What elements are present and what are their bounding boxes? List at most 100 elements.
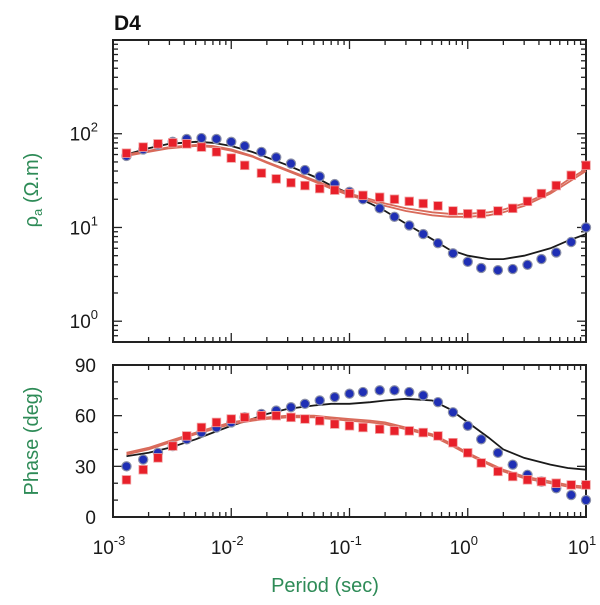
data-point-circle <box>507 459 518 470</box>
data-point-square <box>508 203 518 214</box>
data-point-circle <box>404 386 415 398</box>
data-point-square <box>581 480 591 490</box>
data-point-circle <box>462 256 473 268</box>
data-point-square <box>433 431 443 441</box>
data-point-square <box>121 475 132 485</box>
data-point-circle <box>299 398 311 410</box>
data-point-circle <box>121 461 132 472</box>
data-point-square <box>463 209 473 219</box>
period-x-axis-label: Period (sec) <box>271 575 379 597</box>
data-point-circle <box>404 220 415 231</box>
data-point-square <box>330 185 340 195</box>
resistivity-axis-ticks <box>112 40 587 343</box>
data-point-circle <box>137 454 149 465</box>
data-point-square <box>211 417 222 428</box>
data-point-square <box>493 206 503 216</box>
phase-y-tick-labels: 0 30 60 90 <box>75 356 96 529</box>
data-point-square <box>536 476 547 487</box>
data-point-square <box>271 174 281 184</box>
model-curve <box>126 397 587 471</box>
data-point-square <box>389 194 400 204</box>
data-point-circle <box>580 494 592 506</box>
data-point-square <box>476 209 486 219</box>
model-curve <box>126 414 587 488</box>
data-point-square <box>404 426 414 436</box>
data-point-square <box>196 422 207 433</box>
data-point-circle <box>226 136 237 148</box>
data-point-square <box>330 419 340 429</box>
panel-title: D4 <box>114 12 141 35</box>
y-tick-label: 30 <box>75 457 96 478</box>
period-x-tick-labels: 10-3 10-2 10-1 100 101 <box>93 533 597 559</box>
data-point-square <box>286 412 296 423</box>
data-point-circle <box>374 203 385 214</box>
data-point-square <box>581 160 591 171</box>
model-curve <box>126 140 587 260</box>
data-point-square <box>522 475 533 485</box>
data-point-square <box>433 201 443 211</box>
resistivity-y-axis-label: ρa (Ω.m) <box>21 153 45 228</box>
data-point-square <box>226 414 236 424</box>
data-point-square <box>358 422 368 433</box>
data-point-circle <box>447 248 459 259</box>
data-point-circle <box>417 228 429 240</box>
data-point-square <box>286 178 296 188</box>
data-point-circle <box>476 434 487 445</box>
data-point-circle <box>432 237 444 249</box>
data-point-square <box>256 168 267 178</box>
data-point-circle <box>507 263 518 275</box>
data-point-circle <box>329 391 340 403</box>
y-tick-label: 102 <box>70 120 98 146</box>
data-point-circle <box>256 146 267 158</box>
data-point-circle <box>196 132 207 144</box>
data-point-circle <box>285 158 297 169</box>
resistivity-y-tick-labels: 100 101 102 <box>70 120 98 333</box>
x-tick-label: 100 <box>450 533 478 559</box>
data-point-circle <box>432 396 444 408</box>
data-point-square <box>138 465 148 475</box>
data-point-square <box>168 138 178 148</box>
phase-data <box>121 385 592 506</box>
data-point-square <box>271 410 281 421</box>
data-point-square <box>226 153 236 163</box>
data-point-circle <box>299 164 311 176</box>
data-point-circle <box>357 386 369 398</box>
y-tick-label: 100 <box>70 307 98 333</box>
data-point-square <box>121 148 132 158</box>
model-curve <box>126 143 587 215</box>
data-point-square <box>536 188 547 199</box>
data-point-square <box>508 471 518 482</box>
data-point-square <box>211 147 222 157</box>
phase-axis-ticks <box>112 364 587 518</box>
data-point-square <box>566 170 576 181</box>
data-point-circle <box>476 262 487 274</box>
data-point-square <box>181 431 192 441</box>
data-point-square <box>344 188 355 199</box>
data-point-square <box>476 458 486 468</box>
data-point-square <box>566 480 576 490</box>
y-tick-label: 101 <box>70 213 98 239</box>
data-point-circle <box>417 390 429 401</box>
data-point-square <box>240 412 250 423</box>
data-point-square <box>196 142 207 152</box>
data-point-square <box>404 196 414 207</box>
data-point-square <box>448 437 458 448</box>
data-point-square <box>418 427 428 438</box>
data-point-circle <box>285 402 297 413</box>
data-point-circle <box>447 407 459 418</box>
data-point-circle <box>271 152 282 163</box>
resistivity-data <box>121 132 592 276</box>
data-point-circle <box>580 222 592 233</box>
data-point-circle <box>492 447 504 459</box>
data-point-circle <box>566 236 577 248</box>
data-point-square <box>240 160 250 171</box>
data-point-square <box>181 139 192 149</box>
data-point-circle <box>522 259 533 270</box>
data-point-square <box>463 448 473 458</box>
data-point-square <box>374 192 385 202</box>
y-tick-label: 0 <box>85 508 96 529</box>
data-point-circle <box>536 253 547 265</box>
data-point-square <box>358 190 368 201</box>
data-point-circle <box>314 171 325 182</box>
y-tick-label: 90 <box>75 356 96 377</box>
